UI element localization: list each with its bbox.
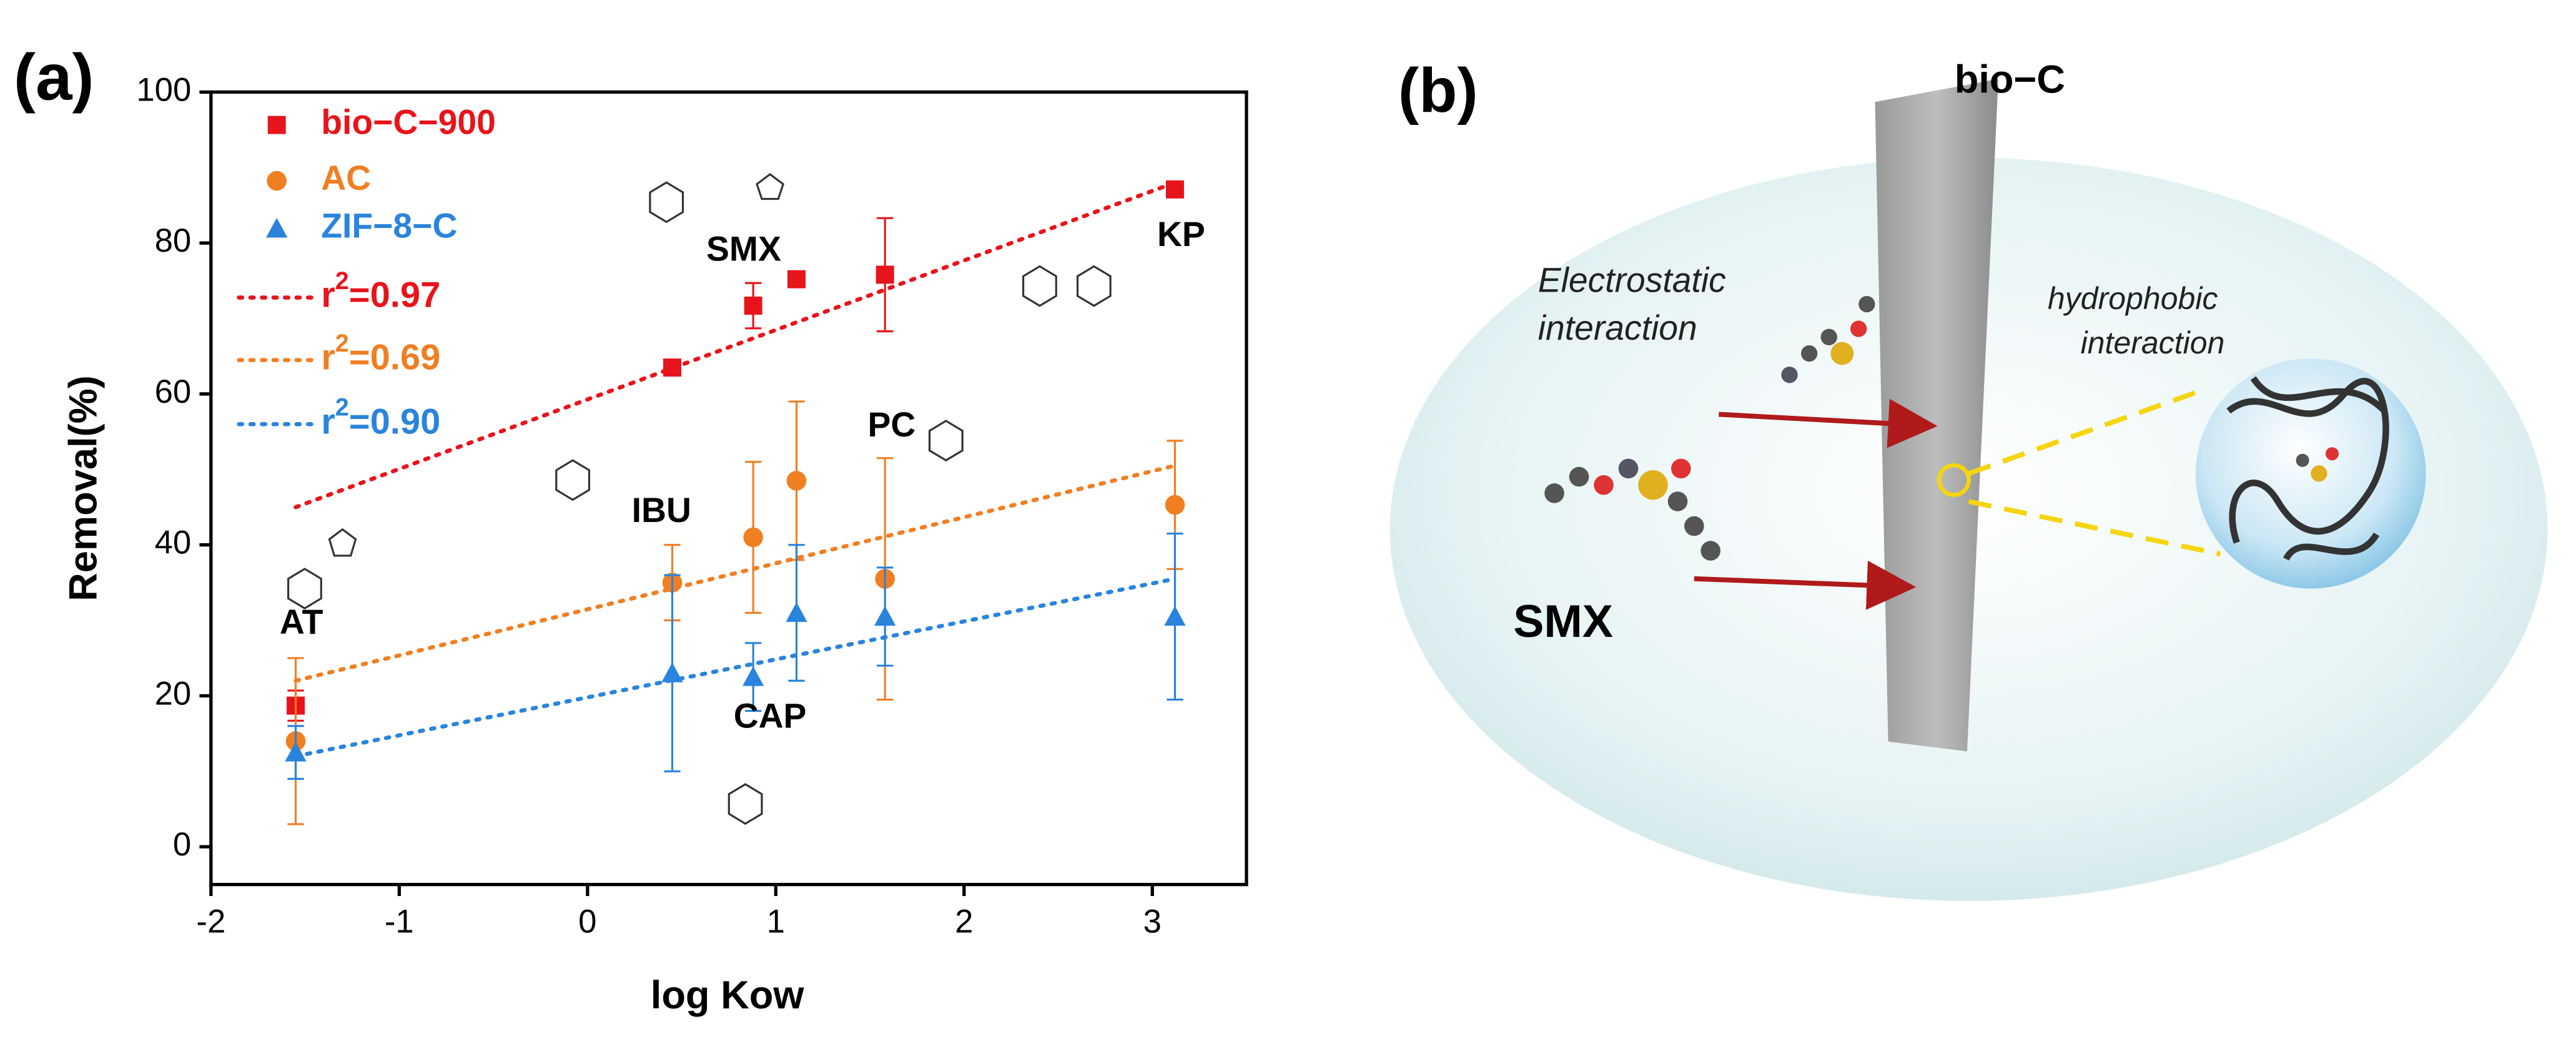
legend-label: ZIF−8−C bbox=[321, 207, 457, 245]
point bbox=[743, 527, 763, 548]
fit-line bbox=[294, 180, 1177, 510]
fit-label: r2=0.90 bbox=[321, 394, 440, 442]
fit-label-value: =0.97 bbox=[349, 275, 441, 315]
molecule-sketches bbox=[287, 173, 1112, 825]
point bbox=[1165, 180, 1184, 199]
fit-line bbox=[294, 576, 1177, 759]
y-axis-label: Removal(%) bbox=[61, 375, 105, 601]
fit-label-base: r bbox=[321, 275, 335, 315]
material-label: bio−C bbox=[1955, 57, 2065, 101]
legend-marker bbox=[266, 217, 288, 238]
fit-label-sup: 2 bbox=[335, 330, 349, 357]
fit-line bbox=[294, 463, 1177, 683]
diagram bbox=[1389, 79, 2548, 901]
compound-label: SMX bbox=[706, 229, 781, 268]
fit-label-sup: 2 bbox=[335, 267, 349, 295]
arrow bbox=[1719, 398, 1938, 448]
compound-label: KP bbox=[1157, 215, 1205, 254]
y-tick-label: 100 bbox=[136, 71, 191, 108]
chain bbox=[2226, 376, 2389, 561]
legend-marker bbox=[267, 170, 287, 191]
y-tick-label: 60 bbox=[155, 373, 192, 410]
point bbox=[876, 265, 894, 284]
legend-label: bio−C−900 bbox=[321, 103, 496, 142]
x-tick-label: -1 bbox=[385, 904, 414, 940]
point bbox=[661, 662, 683, 682]
molecule bbox=[2296, 447, 2339, 482]
fit-label-sup: 2 bbox=[335, 394, 349, 421]
x-tick-label: 1 bbox=[767, 904, 785, 940]
pore-highlight bbox=[1937, 463, 1971, 497]
point bbox=[285, 741, 307, 762]
compound-label: CAP bbox=[734, 696, 807, 735]
legend-label: AC bbox=[321, 159, 371, 197]
point bbox=[874, 606, 896, 626]
compound-label: PC bbox=[868, 405, 916, 444]
point bbox=[786, 471, 807, 491]
molecule bbox=[1544, 295, 1875, 561]
x-axis-label: log Kow bbox=[651, 973, 805, 1017]
y-tick-label: 80 bbox=[155, 222, 192, 259]
point bbox=[744, 297, 762, 315]
zoom-line bbox=[1968, 387, 2205, 476]
y-tick-label: 40 bbox=[155, 524, 192, 561]
x-tick-label: 0 bbox=[578, 904, 596, 940]
fit-label-value: =0.69 bbox=[349, 338, 441, 378]
molecule-label: SMX bbox=[1513, 595, 1613, 647]
point bbox=[786, 602, 807, 622]
point bbox=[1164, 606, 1186, 626]
y-tick-label: 0 bbox=[173, 826, 191, 863]
arrow bbox=[1694, 560, 1917, 610]
fit-label-value: =0.90 bbox=[349, 402, 441, 442]
fit-label: r2=0.69 bbox=[321, 330, 440, 378]
interaction-label: interaction bbox=[1538, 308, 1697, 347]
legend-marker bbox=[267, 116, 286, 134]
compound-label: IBU bbox=[632, 491, 691, 529]
zoom-line bbox=[1968, 499, 2221, 557]
compound-label: AT bbox=[280, 603, 323, 641]
x-tick-label: 2 bbox=[955, 904, 973, 940]
panel-label: (a) bbox=[14, 41, 94, 114]
panel-label: (b) bbox=[1398, 56, 1478, 126]
interaction-label: interaction bbox=[2081, 325, 2225, 360]
point bbox=[787, 270, 806, 288]
y-tick-label: 20 bbox=[155, 675, 192, 712]
x-tick-label: -2 bbox=[196, 904, 225, 940]
x-tick-label: 3 bbox=[1143, 904, 1162, 940]
interaction-label: Electrostatic bbox=[1538, 260, 1726, 299]
point bbox=[1165, 495, 1185, 515]
point bbox=[743, 666, 764, 686]
interaction-label: hydrophobic bbox=[2048, 281, 2218, 316]
fit-label-base: r bbox=[321, 338, 335, 378]
fit-label: r2=0.97 bbox=[321, 267, 440, 315]
plot-frame bbox=[209, 90, 1248, 887]
point bbox=[663, 358, 681, 377]
fit-label-base: r bbox=[321, 402, 335, 442]
